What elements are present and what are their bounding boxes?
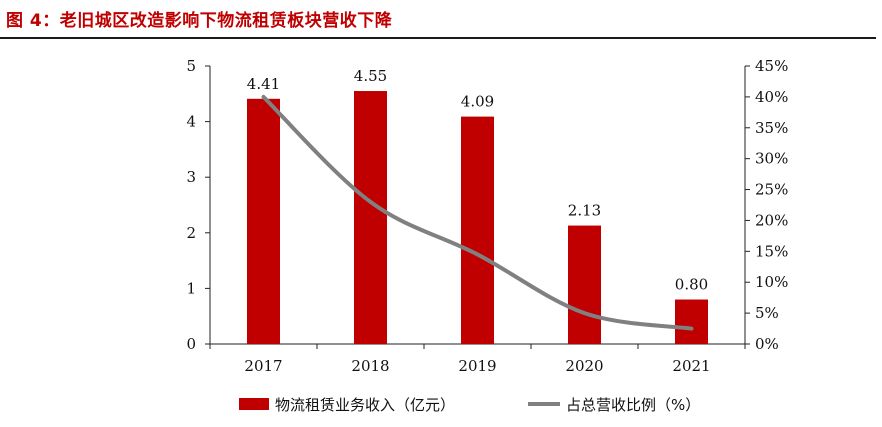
y-left-tick-label: 3 [186,168,196,186]
x-tick: 2018 [316,344,390,375]
y-right-tick: 30% [745,150,788,168]
line-series [261,94,694,331]
bar-2019 [461,116,494,344]
data-labels: 4.41 4.55 4.09 2.13 0.80 [247,67,708,294]
y-right-tick: 15% [745,242,788,260]
figure-title: 图 4：老旧城区改造影响下物流租赁板块营收下降 [6,11,393,31]
data-label-2021: 0.80 [675,276,708,294]
ratio-point-2018 [369,200,372,204]
x-tick-label: 2019 [458,357,496,375]
y-left-tick: 4 [186,113,210,131]
bar-2021 [675,299,708,344]
y-left-tick: 2 [186,224,210,242]
data-label-2018: 4.55 [354,67,387,85]
y-right-tick: 10% [745,273,788,291]
data-label-2020: 2.13 [568,202,601,220]
chart-legend: 物流租赁业务收入（亿元） 占总营收比例（%） [239,396,700,414]
bar-2018 [354,91,387,345]
y-right-tick-label: 45% [755,57,788,75]
x-tick-label: 2020 [565,357,603,375]
x-tick-label: 2018 [351,357,389,375]
y-right-tick: 35% [745,119,788,137]
y-right-tick-label: 25% [755,181,788,199]
title-divider [0,37,876,39]
chart-axes: 0 1 2 3 4 5 0% 5% 10% 15% 20% 25% 30% 35% 40% 45% 2017 20… [186,57,788,375]
y-left-tick-label: 1 [186,279,196,297]
y-right-tick-label: 20% [755,211,788,229]
y-right-tick-label: 35% [755,119,788,137]
legend-swatch-bar [239,398,269,410]
y-left-tick-label: 4 [186,113,196,131]
y-right-tick-label: 30% [755,150,788,168]
y-right-tick: 25% [745,181,788,199]
legend-label-line: 占总营收比例（%） [566,396,700,414]
bar-2017 [247,98,280,344]
x-tick: 2020 [530,344,604,375]
y-right-tick-label: 15% [755,242,788,260]
y-right-tick: 45% [745,57,788,75]
y-left-tick: 1 [186,279,210,297]
x-tick-label: 2021 [672,357,710,375]
y-right-tick: 40% [745,88,788,106]
y-right-tick: 0% [745,335,779,353]
y-left-tick: 0 [186,335,210,353]
y-right-tick-label: 0% [755,335,779,353]
y-right-tick: 20% [745,211,788,229]
data-label-2017: 4.41 [247,75,280,93]
ratio-point-2020 [583,311,586,315]
y-left-tick: 3 [186,168,210,186]
y-left-tick-label: 2 [186,224,196,242]
legend-label-bar: 物流租赁业务收入（亿元） [275,396,455,414]
x-tick: 2019 [423,344,497,375]
x-tick: 2021 [637,344,711,375]
y-left-tick-label: 5 [186,57,196,75]
y-right-tick-label: 40% [755,88,788,106]
x-tick: 2017 [209,344,283,375]
bar-2020 [568,225,601,344]
ratio-point-2021 [690,327,693,331]
x-tick-label: 2017 [244,357,282,375]
ratio-point-2017 [262,95,265,99]
data-label-2019: 4.09 [461,93,494,111]
y-left-tick: 5 [186,57,210,75]
bar-series [247,91,708,345]
y-right-tick-label: 5% [755,304,779,322]
y-right-tick-label: 10% [755,273,788,291]
y-right-tick: 5% [745,304,779,322]
y-left-tick-label: 0 [186,335,196,353]
ratio-point-2019 [476,252,479,256]
